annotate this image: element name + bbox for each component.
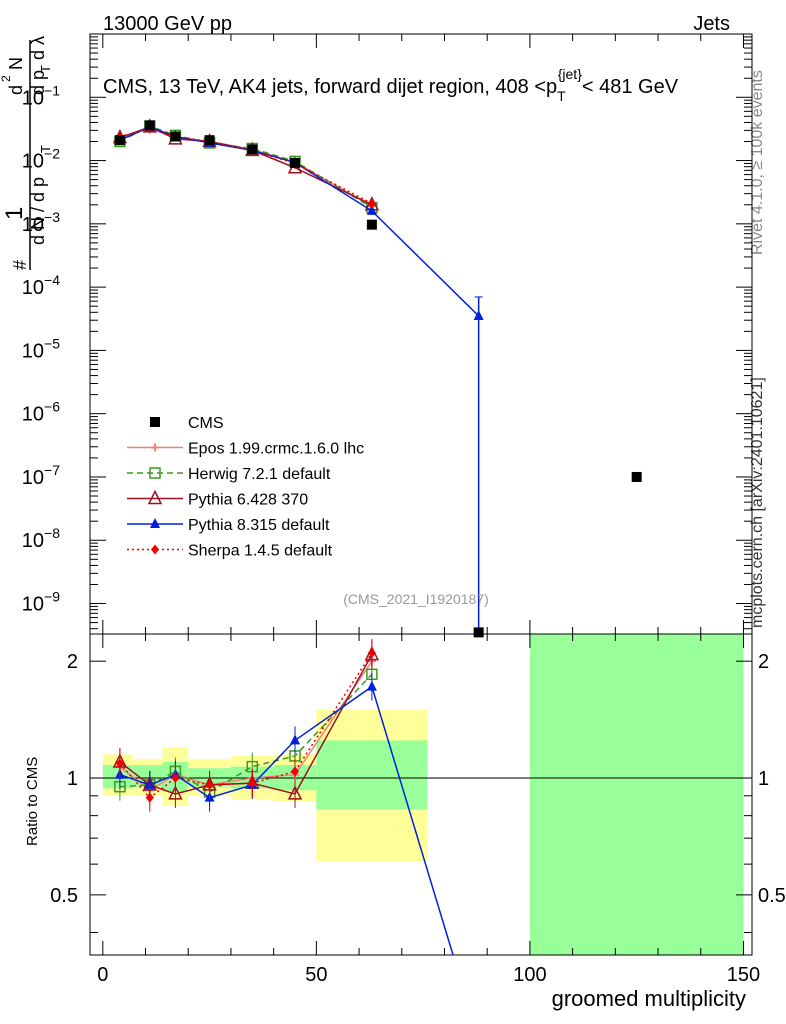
legend-item: Herwig 7.2.1 default	[127, 466, 331, 483]
cms-data-point	[204, 135, 215, 146]
y-tick-label: 10−6	[22, 399, 60, 426]
ratio-panel: 0 50 100 150 0.5 0.5 1 1 2 2	[50, 633, 786, 986]
category-label: Jets	[693, 13, 730, 35]
uncertainty-band-inner-7	[529, 634, 744, 955]
y-label-t1: T	[38, 145, 53, 153]
main-series-line-epos	[119, 126, 373, 207]
ratio-point-sherpa	[145, 792, 154, 803]
mcplots-label: mcplots.cern.ch [arXiv:2401.10621]	[749, 377, 766, 628]
ratio-y-tick-label: 1	[67, 768, 78, 790]
ratio-point-pythia8	[366, 680, 377, 691]
ratio-point-sherpa	[205, 779, 214, 790]
y-axis-label: 1 d N / d p # T d 2 N d p T d λ	[0, 36, 53, 270]
legend-marker-epos	[151, 443, 159, 452]
ratio-point-pythia6	[287, 785, 303, 800]
main-series-line-pythia6	[119, 126, 373, 206]
main-point-pythia8	[366, 204, 377, 215]
chart-title: CMS, 13 TeV, AK4 jets, forward dijet reg…	[103, 66, 679, 104]
legend-label: Sherpa 1.4.5 default	[188, 543, 333, 560]
main-point-sherpa	[367, 198, 376, 209]
y-tick-label: 10−7	[22, 462, 60, 489]
y-label-hash: #	[10, 260, 30, 270]
legend-item: Pythia 6.428 370	[127, 489, 308, 509]
x-tick-label: 50	[305, 964, 327, 986]
x-tick-label: 0	[97, 964, 108, 986]
cms-data-point	[170, 131, 181, 142]
cms-data-point	[247, 144, 258, 155]
ratio-point-sherpa	[367, 647, 376, 658]
main-series-line-sherpa	[119, 127, 373, 205]
y-label-dlambda: d λ	[28, 36, 48, 60]
cms-data-point	[366, 219, 377, 230]
legend-label: Herwig 7.2.1 default	[188, 466, 331, 483]
y-label-n: N	[6, 57, 26, 70]
ratio-frame	[89, 633, 753, 956]
ratio-y-tick-label-right: 2	[758, 651, 769, 673]
legend-label: Pythia 6.428 370	[188, 492, 308, 509]
ratio-point-sherpa	[171, 773, 180, 784]
legend-item: Pythia 8.315 default	[127, 517, 330, 534]
legend-marker-pythia6	[147, 489, 163, 505]
ratio-y-tick-label-right: 0.5	[758, 885, 786, 907]
legend-marker-herwig	[149, 467, 161, 479]
legend-label: Pythia 8.315 default	[188, 517, 330, 534]
y-tick-label: 10−1	[22, 82, 60, 109]
cms-data-point	[473, 627, 484, 638]
ratio-series-line-pythia8	[119, 685, 454, 956]
legend-marker-sherpa	[151, 544, 159, 555]
legend-item: Epos 1.99.crmc.1.6.0 lhc	[127, 441, 364, 458]
analysis-watermark: (CMS_2021_I1920187)	[343, 591, 489, 607]
ratio-point-pythia6	[168, 785, 183, 800]
x-axis-label: groomed multiplicity	[552, 986, 746, 1011]
y-label-d: d	[6, 85, 26, 95]
y-tick-label: 10−9	[22, 589, 60, 616]
rivet-label: Rivet 4.1.0, ≥ 100k events	[749, 70, 766, 255]
y-label-t2: T	[38, 65, 53, 73]
ratio-y-axis-label: Ratio to CMS	[24, 757, 41, 846]
main-panel: 10−9 10−8 10−7 10−6 10−5 10−4 10−3 10−2 10−1 CMS E…	[22, 33, 753, 638]
x-tick-label: 100	[513, 964, 546, 986]
y-label-sq: 2	[0, 75, 13, 82]
energy-label: 13000 GeV pp	[103, 13, 232, 35]
main-series-line-herwig	[119, 125, 373, 209]
y-label-dpt: d p	[28, 70, 48, 95]
cms-data-point	[144, 120, 155, 131]
legend-item: CMS	[150, 415, 224, 432]
legend-marker-pythia8	[150, 518, 160, 528]
y-label-one: 1	[1, 207, 28, 220]
cms-data-point	[631, 471, 642, 482]
ratio-y-tick-label-right: 1	[758, 768, 769, 790]
cms-data-point	[114, 135, 125, 146]
legend-marker-cms	[150, 417, 160, 427]
legend-label: Epos 1.99.crmc.1.6.0 lhc	[188, 441, 364, 458]
legend-label: CMS	[188, 415, 224, 432]
ratio-y-tick-label: 0.5	[50, 885, 78, 907]
ratio-y-tick-label: 2	[67, 651, 78, 673]
ratio-point-sherpa	[115, 758, 124, 769]
ratio-point-pythia8	[290, 734, 301, 745]
ratio-point-sherpa	[291, 766, 300, 777]
y-tick-label: 10−5	[22, 335, 60, 362]
y-tick-label: 10−4	[22, 272, 60, 299]
x-tick-label: 150	[727, 964, 760, 986]
legend-item: Sherpa 1.4.5 default	[127, 543, 333, 560]
ratio-point-sherpa	[248, 778, 257, 789]
y-label-dndpt: d N / d p	[28, 177, 48, 245]
uncertainty-band-inner-6	[316, 740, 428, 810]
cms-data-point	[290, 157, 301, 168]
y-tick-label: 10−2	[22, 146, 60, 173]
y-tick-label: 10−8	[22, 525, 60, 552]
y-tick-label: 10−3	[22, 209, 60, 236]
